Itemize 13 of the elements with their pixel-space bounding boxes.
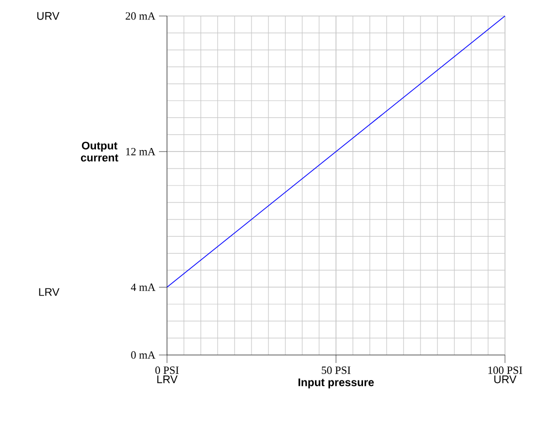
text: LRV bbox=[157, 376, 178, 384]
text: URV bbox=[494, 376, 516, 384]
x-axis-title: Input pressure bbox=[298, 378, 374, 388]
y-tick-label: 0 mA bbox=[131, 351, 156, 359]
x-tick-label: 50 PSI bbox=[322, 366, 350, 374]
x-tick-label: 100 PSI bbox=[488, 366, 522, 374]
y-tick-label: 20 mA bbox=[126, 12, 156, 20]
text: LRV bbox=[39, 288, 60, 296]
y-axis-title: Output current bbox=[80, 142, 118, 162]
text: URV bbox=[37, 12, 60, 20]
x-tick-label: 0 PSI bbox=[155, 366, 179, 374]
y-tick-label: 4 mA bbox=[130, 284, 156, 291]
y-tick-label: 12 mA bbox=[126, 148, 156, 156]
